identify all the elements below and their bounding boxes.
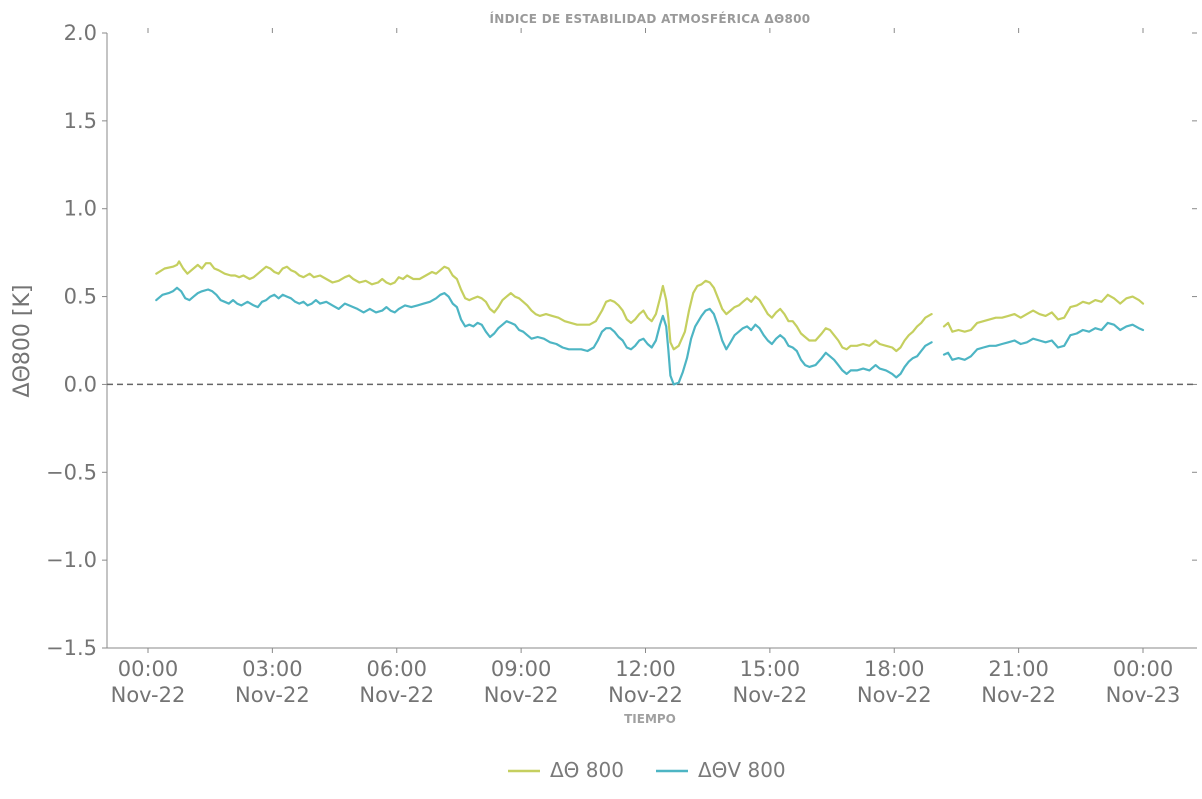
series-2-line [942, 321, 1145, 361]
y-tick-label: 0.0 [64, 372, 97, 396]
x-tick-label-date: Nov-22 [857, 683, 932, 707]
x-tick-label-date: Nov-22 [733, 683, 808, 707]
x-tick-label-time: 09:00 [491, 657, 552, 681]
y-axis-ticks: 2.0 1.5 1.0 0.5 0.0 −0.5 −1.0 −1.5 [46, 21, 1197, 660]
x-axis-label: TIEMPO [624, 712, 676, 726]
legend-label: ΔΘV 800 [698, 758, 786, 782]
x-tick-label-date: Nov-22 [359, 683, 434, 707]
x-tick-label-time: 12:00 [615, 657, 676, 681]
y-tick-label: 1.0 [64, 197, 97, 221]
y-tick-label: −0.5 [46, 460, 97, 484]
chart-title: ÍNDICE DE ESTABILIDAD ATMOSFÉRICA ΔΘ800 [490, 11, 811, 26]
series-1-line [155, 260, 933, 353]
x-tick-label-date: Nov-22 [981, 683, 1056, 707]
x-tick-label-time: 15:00 [740, 657, 801, 681]
x-tick-label-time: 06:00 [366, 657, 427, 681]
y-tick-label: −1.5 [46, 636, 97, 660]
x-tick-label-time: 03:00 [242, 657, 303, 681]
y-axis-label: ΔΘ800 [K] [10, 285, 35, 398]
x-tick-label-date: Nov-22 [484, 683, 559, 707]
y-tick-label: −1.0 [46, 548, 97, 572]
x-axis-ticks: 00:00Nov-2203:00Nov-2206:00Nov-2209:00No… [111, 28, 1181, 707]
y-tick-label: 1.5 [64, 109, 97, 133]
x-tick-label-time: 00:00 [118, 657, 179, 681]
y-tick-label: 0.5 [64, 285, 97, 309]
x-tick-label-date: Nov-23 [1106, 683, 1181, 707]
axes [106, 33, 1197, 649]
x-tick-label-time: 21:00 [988, 657, 1049, 681]
x-tick-label-date: Nov-22 [235, 683, 310, 707]
x-tick-label-time: 18:00 [864, 657, 925, 681]
y-tick-label: 2.0 [64, 21, 97, 45]
x-tick-label-date: Nov-22 [111, 683, 186, 707]
legend-label: ΔΘ 800 [550, 758, 624, 782]
legend: ΔΘ 800 ΔΘV 800 [508, 758, 786, 782]
x-tick-label-time: 00:00 [1113, 657, 1174, 681]
series-2-line [155, 286, 933, 386]
series-lines [155, 260, 1145, 386]
x-tick-label-date: Nov-22 [608, 683, 683, 707]
series-1-line [942, 293, 1145, 333]
